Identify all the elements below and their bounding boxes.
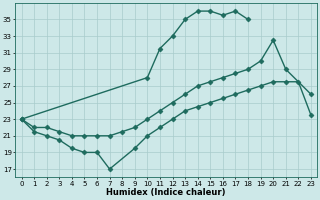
X-axis label: Humidex (Indice chaleur): Humidex (Indice chaleur): [107, 188, 226, 197]
